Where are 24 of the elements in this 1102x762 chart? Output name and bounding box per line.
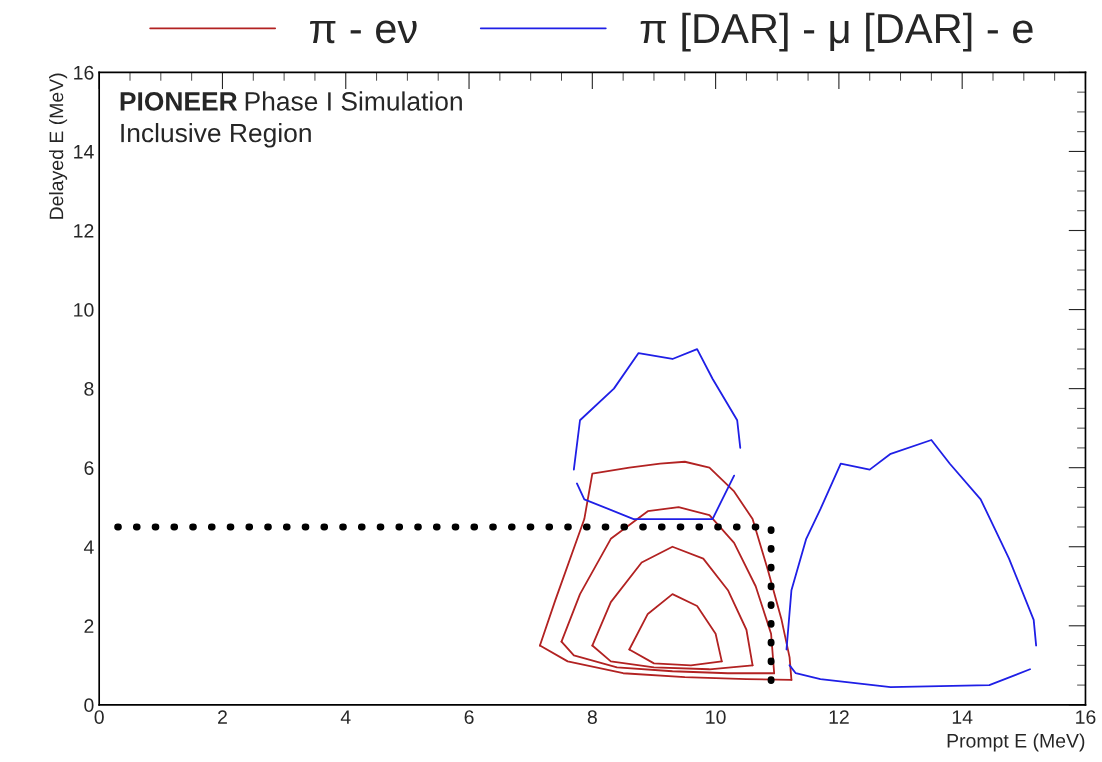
y-tick-label: 8 xyxy=(84,382,94,396)
x-tick-label: 10 xyxy=(706,710,726,724)
y-tick-label: 12 xyxy=(74,223,94,238)
y-tick-label: 10 xyxy=(74,303,94,317)
x-tick-label: 12 xyxy=(829,710,849,724)
x-tick-label: 6 xyxy=(464,710,474,724)
x-tick-label: 8 xyxy=(587,710,597,724)
x-tick-label: 0 xyxy=(94,710,104,724)
legend-label: π [DAR] - μ [DAR] - e xyxy=(640,12,1033,52)
y-tick-label: 2 xyxy=(84,619,94,633)
y-tick-label: 14 xyxy=(74,145,94,159)
x-tick-label: 4 xyxy=(340,710,351,724)
x-tick-label: 16 xyxy=(1076,710,1096,724)
annotation: Inclusive Region xyxy=(121,122,311,148)
y-tick-label: 0 xyxy=(84,698,94,713)
x-axis-title: Prompt E (MeV) xyxy=(947,733,1085,752)
y-axis-title: Delayed E (MeV) xyxy=(49,73,68,219)
legend-label: π - eν xyxy=(310,20,417,44)
y-tick-label: 4 xyxy=(83,540,94,554)
annotation: PIONEER Phase I Simulation xyxy=(120,91,462,111)
y-tick-label: 6 xyxy=(84,461,94,475)
x-tick-label: 2 xyxy=(218,710,227,724)
y-tick-label: 16 xyxy=(74,65,94,80)
x-tick-label: 14 xyxy=(952,710,973,724)
